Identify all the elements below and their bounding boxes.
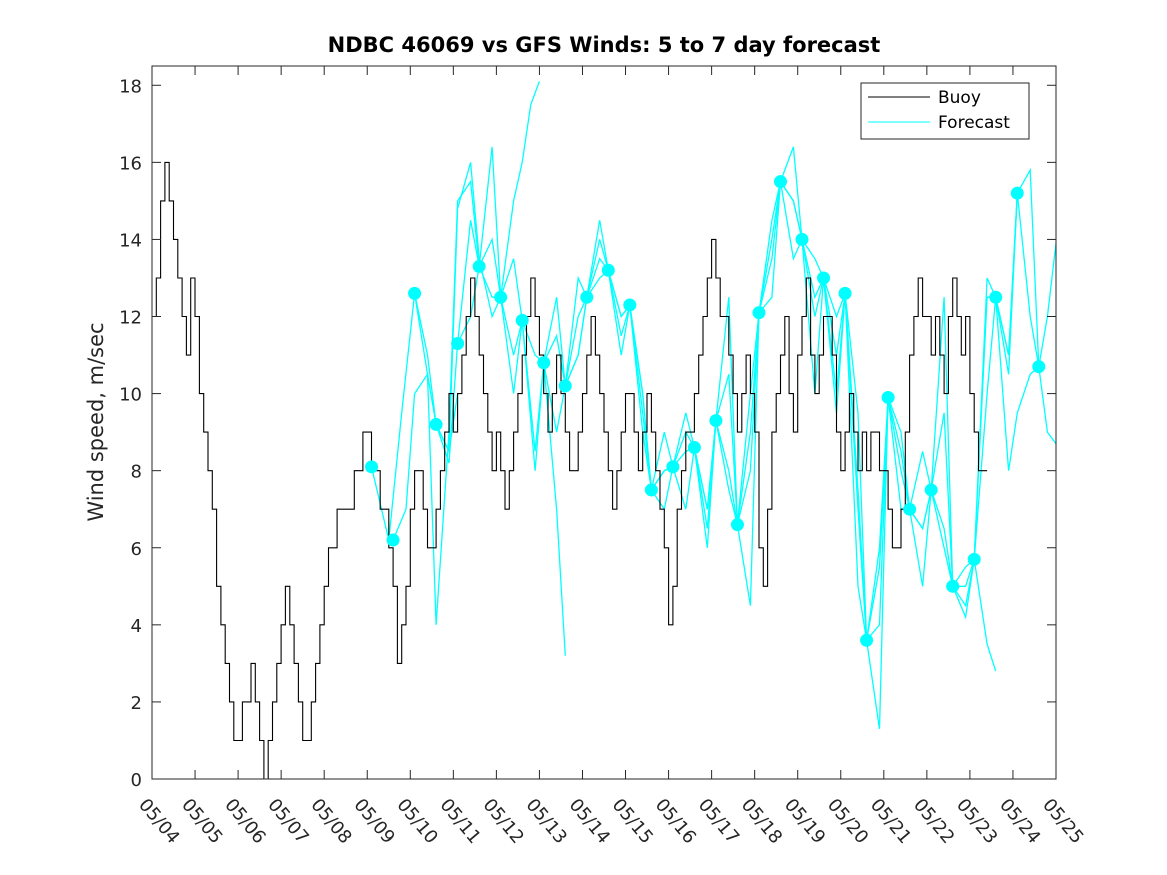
y-axis-label: Wind speed, m/sec (84, 322, 108, 521)
legend-label-forecast: Forecast (938, 113, 1010, 133)
buoy-line (152, 161, 988, 780)
forecast-marker (924, 483, 938, 497)
y-tick-label: 12 (119, 308, 142, 329)
forecast-marker (967, 552, 981, 566)
forecast-marker (494, 290, 508, 304)
forecast-marker (773, 175, 787, 189)
legend: Buoy Forecast (860, 82, 1030, 140)
forecast-marker (515, 313, 529, 327)
y-tick-label: 4 (131, 616, 142, 637)
forecast-marker (687, 441, 701, 455)
forecast-marker (838, 286, 852, 300)
forecast-trace (413, 162, 502, 452)
chart-title: NDBC 46069 vs GFS Winds: 5 to 7 day fore… (328, 33, 881, 57)
forecast-marker (795, 232, 809, 246)
forecast-marker (580, 290, 594, 304)
forecast-marker (451, 336, 465, 350)
forecast-marker (881, 390, 895, 404)
y-tick-label: 2 (131, 693, 142, 714)
forecast-marker (644, 483, 658, 497)
forecast-marker (666, 460, 680, 474)
forecast-marker (860, 633, 874, 647)
series-layer (152, 81, 1057, 780)
forecast-marker (472, 259, 486, 273)
forecast-marker (365, 460, 379, 474)
forecast-marker (946, 579, 960, 593)
legend-label-buoy: Buoy (938, 88, 981, 108)
forecast-marker (752, 306, 766, 320)
y-tick-label: 14 (119, 230, 142, 251)
forecast-marker (558, 379, 572, 393)
forecast-marker (429, 417, 443, 431)
forecast-marker (817, 271, 831, 285)
forecast-marker (408, 286, 422, 300)
y-tick-label: 6 (131, 539, 142, 560)
forecast-marker (537, 356, 551, 370)
forecast-marker (1010, 186, 1024, 200)
forecast-marker (730, 518, 744, 532)
y-tick-label: 18 (119, 76, 142, 97)
y-tick-label: 8 (131, 462, 142, 483)
forecast-marker (601, 263, 615, 277)
forecast-marker (903, 502, 917, 516)
forecast-marker (989, 290, 1003, 304)
y-tick-label: 16 (119, 153, 142, 174)
y-tick-label: 0 (131, 770, 142, 791)
plot-frame (151, 65, 1057, 780)
y-tick-label: 10 (119, 385, 142, 406)
legend-box (860, 82, 1030, 140)
forecast-trace (392, 179, 480, 625)
forecast-marker (1032, 360, 1046, 374)
forecast-marker (623, 298, 637, 312)
forecast-marker (386, 533, 400, 547)
forecast-marker (709, 414, 723, 428)
